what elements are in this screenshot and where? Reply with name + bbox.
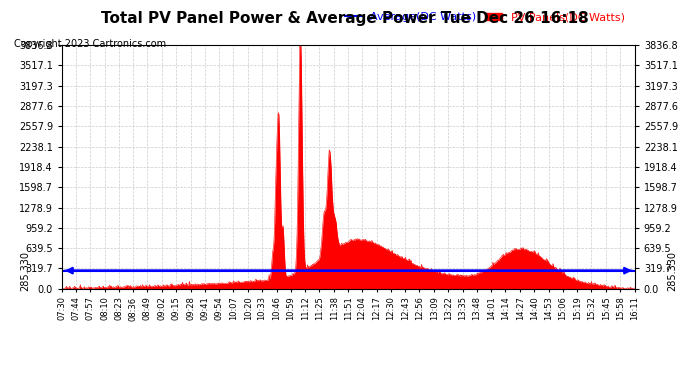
Text: Copyright 2023 Cartronics.com: Copyright 2023 Cartronics.com [14,39,166,50]
Legend: Average(DC Watts), PV Panels(DC Watts): Average(DC Watts), PV Panels(DC Watts) [340,8,629,27]
Text: 285.330: 285.330 [667,251,677,291]
Text: Total PV Panel Power & Average Power Tue Dec 26 16:18: Total PV Panel Power & Average Power Tue… [101,11,589,26]
Text: 285.330: 285.330 [20,251,30,291]
